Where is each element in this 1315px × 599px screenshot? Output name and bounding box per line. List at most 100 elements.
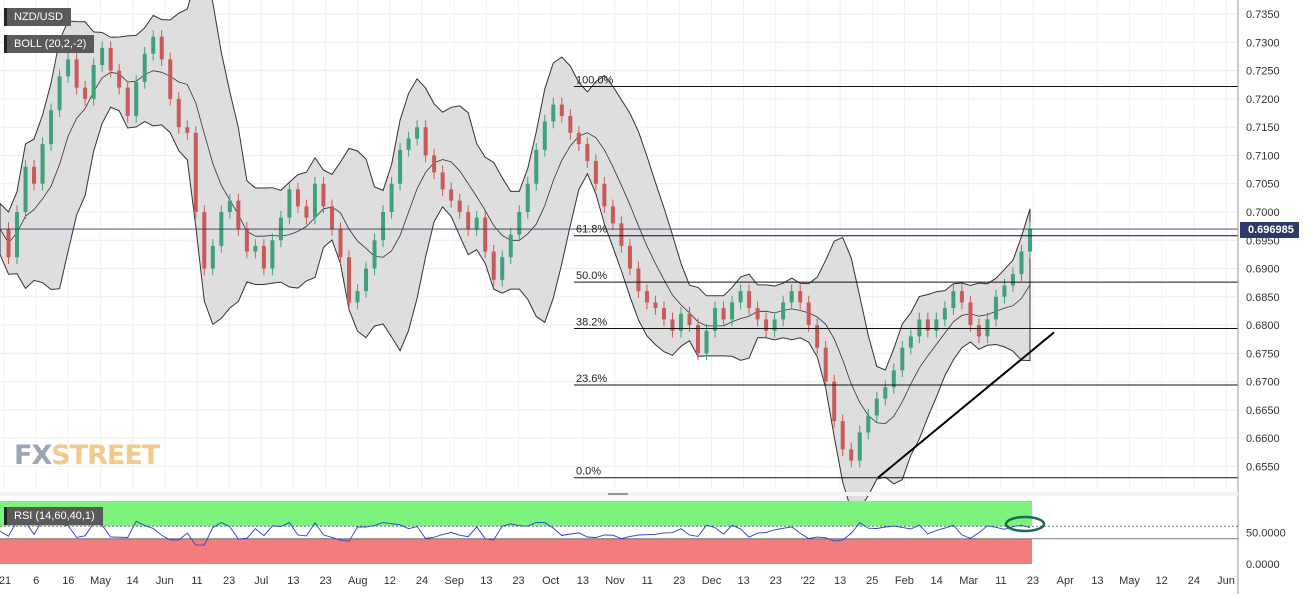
time-tick-label: 13 [1091,575,1103,587]
rsi-overbought-zone [0,501,1032,527]
candle-body [874,398,879,416]
candle-body [159,36,164,60]
rsi-label: RSI (14,60,40,1) [14,510,95,522]
candle-body [1002,285,1007,297]
candle-body [610,206,615,224]
time-tick-label: 14 [930,575,942,587]
price-tick-label: 0.6850 [1246,292,1280,304]
candle-body [117,70,122,88]
candle-body [627,245,632,269]
candle-body [6,228,11,258]
candle-body [432,155,437,173]
candle-body [730,302,735,320]
candle-body [704,330,709,354]
candle-body [568,115,573,133]
rsi-oversold-zone [0,538,1032,564]
candle-body [602,183,607,207]
candle-body [295,189,300,207]
price-tick-label: 0.7200 [1246,94,1280,106]
time-tick-label: 13 [738,575,750,587]
candle-body [474,217,479,229]
price-tick-label: 0.6650 [1246,405,1280,417]
candle-body [764,319,769,331]
candle-body [500,257,505,280]
bollinger-tag: BOLL (20,2,-2) [4,35,95,53]
candle-body [202,211,207,269]
candle-body [338,228,343,258]
candle-body [125,87,130,116]
candle-body [593,161,598,184]
time-tick-label: 13 [834,575,846,587]
candle-body [261,245,266,269]
candles [0,29,1238,468]
time-tick-label: 24 [1188,575,1200,587]
price-tick-label: 0.7100 [1246,150,1280,162]
candle-body [959,291,964,303]
candle-body [108,48,113,71]
candle-body [185,127,190,133]
candle-body [755,308,760,320]
candle-body [372,240,377,269]
symbol-label: NZD/USD [14,11,63,23]
candle-body [576,132,581,145]
candle-body [83,87,88,99]
price-tick-label: 0.6900 [1246,264,1280,276]
candle-body [66,59,71,77]
candle-body [534,149,539,184]
candle-body [900,347,905,371]
time-tick-label: Apr [1057,575,1074,587]
candle-body [329,206,334,229]
fib-label: 38.2% [576,316,607,328]
candle-body [210,245,215,269]
time-tick-label: 23 [512,575,524,587]
candle-body [398,149,403,184]
candle-body [355,291,360,303]
candle-body [866,415,871,433]
time-tick-label: 11 [191,575,202,587]
candle-body [883,387,888,399]
current-price-tag: 0.696985 [1240,222,1299,238]
price-axis: 0.7350 0.7300 0.7250 0.7200 0.7150 0.7100 0.70… [1237,0,1280,594]
candle-body [925,319,930,331]
candle-body [857,432,862,461]
candle-body [559,104,564,116]
candle-body [721,308,726,320]
candle-body [483,217,488,252]
time-tick-label: 12 [1156,575,1168,587]
candle-body [908,336,913,348]
candle-body [636,268,641,292]
candle-body [244,228,249,252]
candle-body [253,245,258,252]
candle-body [815,325,820,348]
time-tick-label: May [1119,575,1140,587]
price-tick-label: 0.7000 [1246,207,1280,219]
candle-body [440,172,445,190]
fib-label: 61.8% [576,224,607,236]
candle-body [1019,251,1024,275]
candle-body [32,166,37,184]
candle-body [823,347,828,382]
candle-body [312,183,317,218]
bollinger-label: BOLL (20,2,-2) [14,38,87,50]
rsi-tick-label: 0.0000 [1246,559,1280,571]
time-tick-label: Jul [254,575,268,587]
price-tick-label: 0.7350 [1246,9,1280,21]
time-tick-label: 12 [384,575,396,587]
candle-body [134,81,139,116]
time-tick-label: 23 [1027,575,1039,587]
price-tick-label: 0.6750 [1246,348,1280,360]
candle-body [304,206,309,218]
rsi-line [0,519,1031,546]
time-tick-label: Jun [156,575,174,587]
candle-body [551,104,556,122]
candle-body [993,296,998,320]
panel-resize-handle [608,493,628,495]
price-tick-label: 0.6600 [1246,433,1280,445]
candle-body [389,183,394,212]
candle-body [466,211,471,229]
candle-body [542,121,547,150]
candle-body [942,308,947,320]
price-tick-label: 0.6800 [1246,320,1280,332]
